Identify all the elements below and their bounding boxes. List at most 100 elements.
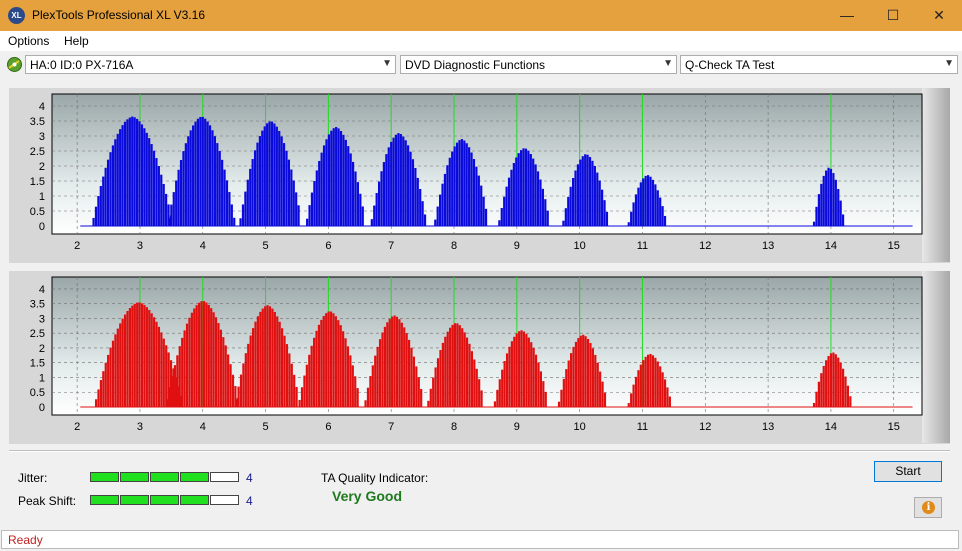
- minimize-button[interactable]: —: [840, 7, 854, 23]
- data-bar: [339, 131, 343, 226]
- chevron-down-icon: ▼: [382, 58, 392, 69]
- data-bar: [160, 174, 163, 226]
- x-tick-label: 13: [762, 240, 774, 252]
- data-bar: [416, 177, 419, 226]
- x-tick-label: 6: [325, 421, 331, 433]
- data-bar: [256, 142, 259, 226]
- data-bar: [513, 336, 516, 407]
- data-bar: [458, 325, 461, 407]
- menu-options[interactable]: Options: [8, 34, 50, 48]
- data-bar: [663, 215, 667, 226]
- data-bar: [354, 376, 357, 407]
- data-bar: [166, 399, 169, 407]
- data-bar: [176, 355, 179, 407]
- menu-help[interactable]: Help: [64, 34, 89, 48]
- data-bar: [603, 200, 606, 226]
- data-bar: [335, 127, 338, 226]
- data-bar: [567, 196, 570, 226]
- data-bar: [251, 159, 254, 226]
- maximize-button[interactable]: ☐: [886, 7, 900, 23]
- drive-select[interactable]: HA:0 ID:0 PX-716A ▼: [25, 55, 396, 74]
- jitter-value: 4: [246, 471, 253, 485]
- data-bar: [815, 206, 818, 226]
- data-bar: [196, 118, 200, 226]
- function-select[interactable]: DVD Diagnostic Functions ▼: [400, 55, 677, 74]
- data-bar: [465, 337, 469, 407]
- data-bar: [443, 173, 447, 226]
- x-tick-label: 6: [325, 240, 331, 252]
- data-bar: [173, 365, 177, 407]
- data-bar: [397, 133, 400, 226]
- data-bar: [453, 323, 457, 407]
- y-tick-label: 4: [39, 101, 45, 113]
- data-bar: [332, 128, 335, 226]
- data-bar: [261, 308, 264, 407]
- data-bar: [356, 182, 360, 226]
- data-bar: [627, 403, 630, 407]
- x-tick-label: 11: [637, 421, 648, 433]
- data-bar: [224, 345, 227, 407]
- data-bar: [654, 357, 657, 407]
- data-bar: [630, 393, 633, 407]
- data-bar: [116, 133, 119, 226]
- data-bar: [221, 159, 224, 226]
- data-bar: [266, 305, 269, 407]
- data-bar: [109, 152, 112, 226]
- data-bar: [577, 338, 580, 407]
- data-bar: [145, 132, 148, 226]
- data-bar: [157, 326, 161, 407]
- y-tick-label: 3: [39, 131, 45, 143]
- data-bar: [584, 336, 587, 407]
- data-bar: [439, 350, 442, 407]
- data-bar: [461, 328, 464, 407]
- data-bar: [208, 125, 212, 226]
- data-bar: [322, 315, 325, 407]
- data-bar: [320, 152, 323, 226]
- close-button[interactable]: ✕: [933, 7, 945, 23]
- data-bar: [541, 188, 544, 226]
- data-bar: [188, 317, 191, 407]
- data-bar: [370, 219, 373, 226]
- info-button[interactable]: i: [914, 497, 942, 518]
- data-bar: [560, 389, 563, 407]
- data-bar: [453, 146, 456, 226]
- data-bar: [849, 396, 852, 407]
- data-bar: [233, 217, 236, 226]
- data-bar: [825, 360, 828, 407]
- data-bar: [288, 353, 291, 407]
- data-bar: [518, 331, 521, 407]
- data-bar: [143, 128, 146, 226]
- data-bar: [242, 363, 245, 407]
- data-bar: [383, 326, 386, 407]
- data-bar: [409, 151, 412, 226]
- data-bar: [463, 140, 466, 226]
- data-bar: [234, 386, 237, 407]
- x-tick-label: 14: [825, 240, 837, 252]
- data-bar: [827, 167, 830, 226]
- data-bar: [377, 181, 381, 226]
- data-bar: [327, 311, 330, 407]
- data-bar: [285, 344, 289, 407]
- data-bar: [346, 346, 350, 407]
- y-tick-label: 1: [39, 372, 45, 384]
- data-bar: [827, 355, 830, 407]
- data-bar: [268, 121, 271, 226]
- data-bar: [273, 123, 276, 226]
- data-bar: [448, 157, 451, 226]
- jitter-label: Jitter:: [18, 471, 48, 485]
- data-bar: [305, 364, 308, 407]
- y-tick-label: 1: [39, 191, 45, 203]
- data-bar: [423, 214, 427, 226]
- data-bar: [131, 305, 134, 407]
- data-bar: [153, 317, 156, 407]
- data-bar: [594, 354, 597, 407]
- data-bar: [229, 364, 232, 407]
- data-bar: [217, 323, 220, 407]
- start-button[interactable]: Start: [874, 461, 942, 482]
- bottom-chart-panel: 0 0.5 1 1.5 2 2.5 3 3.5 4 2 3 4 5 6 7 8 9 10 11 12 13 14 15: [9, 271, 950, 444]
- data-bar: [522, 148, 525, 226]
- test-select[interactable]: Q-Check TA Test ▼: [680, 55, 958, 74]
- data-bar: [128, 117, 131, 226]
- data-bar: [373, 205, 376, 226]
- data-bar: [822, 175, 825, 226]
